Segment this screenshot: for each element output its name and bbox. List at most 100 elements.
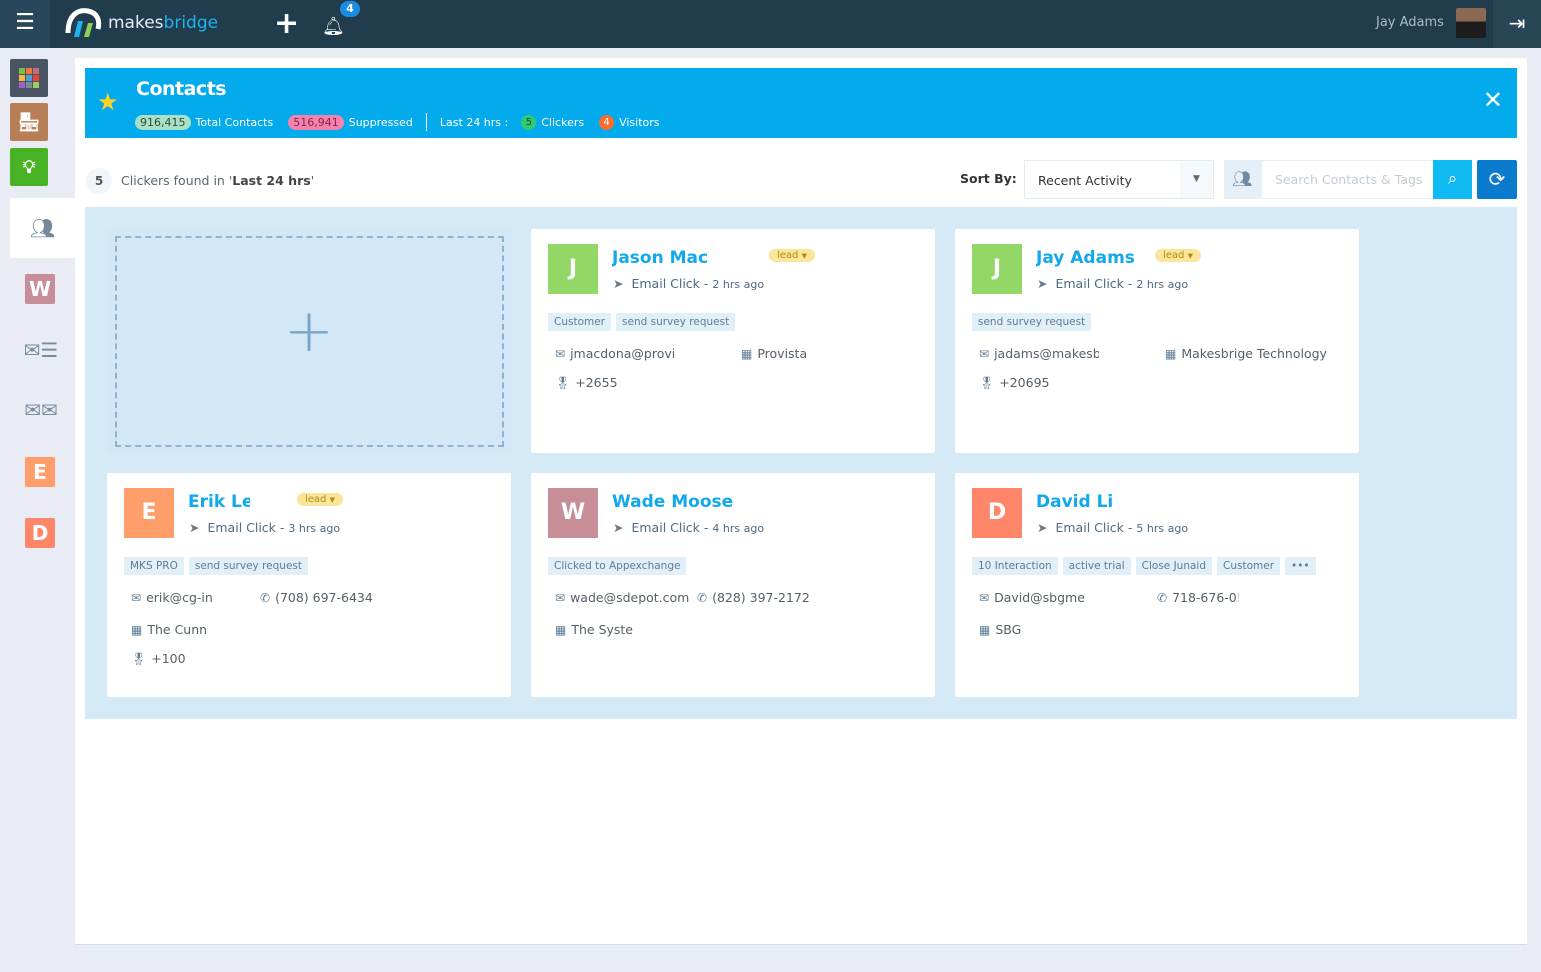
add-contact-card[interactable]: +: [107, 229, 511, 453]
building-icon: ▦: [555, 623, 567, 637]
visitors-label[interactable]: Visitors: [619, 115, 660, 129]
tag[interactable]: send survey request: [972, 313, 1092, 331]
contact-card[interactable]: J Jay Adams lead ▼ ➤ Email Click - 2 hrs ag…: [955, 229, 1359, 453]
refresh-list-icon: ⟳: [1488, 167, 1506, 191]
tag[interactable]: Clicked to Appexchange: [548, 557, 687, 575]
notification-badge[interactable]: 4: [340, 1, 360, 17]
contact-card[interactable]: W Wade Moose ➤ Email Click - 4 hrs ago Cli…: [531, 473, 935, 697]
contact-avatar: J: [548, 244, 598, 294]
cursor-icon: ➤: [1037, 520, 1048, 535]
contact-phone[interactable]: ✆ (708) 697-6434: [260, 590, 390, 605]
building-icon: ▦: [979, 623, 991, 637]
makesbridge-logo[interactable]: makesbridge: [64, 7, 218, 39]
result-count: 5: [86, 168, 112, 194]
medal-icon: 🎖︎: [131, 652, 147, 666]
lead-status-dropdown[interactable]: lead ▼: [297, 493, 343, 506]
activity-type: Email Click -: [207, 520, 289, 535]
contact-name[interactable]: Wade Moose: [612, 492, 734, 512]
sort-value: Recent Activity: [1038, 173, 1132, 188]
envelope-icon: ✉: [979, 591, 990, 605]
user-name[interactable]: Jay Adams: [1376, 15, 1444, 30]
tag-list: Customer send survey request: [548, 313, 736, 331]
bell-icon[interactable]: 🔔︎: [322, 16, 345, 37]
sidebar-item-store[interactable]: 🏪︎: [10, 103, 48, 141]
star-icon[interactable]: ★: [97, 88, 119, 116]
group-users-icon[interactable]: 👥︎: [1232, 169, 1253, 188]
activity-time: 5 hrs ago: [1136, 522, 1189, 535]
add-icon[interactable]: +: [274, 6, 300, 41]
company-text: The Cunn: [147, 622, 208, 637]
tag[interactable]: •••: [1285, 557, 1316, 575]
contact-email[interactable]: ✉ jmacdona@provi:: [555, 346, 675, 361]
suppressed-label[interactable]: Suppressed: [348, 115, 413, 129]
tag[interactable]: active trial: [1062, 557, 1131, 575]
contact-company: ▦ Provista: [741, 346, 807, 361]
contact-card[interactable]: E Erik Lea lead ▼ ➤ Email Click - 3 hrs ago…: [107, 473, 511, 697]
medal-icon: 🎖︎: [555, 376, 571, 390]
total-contacts-count: 916,415: [135, 114, 191, 130]
tag-list: MKS PRO send survey request: [124, 557, 309, 575]
tag[interactable]: MKS PRO: [124, 557, 184, 575]
sidebar-item-w[interactable]: W: [25, 274, 55, 304]
contact-email[interactable]: ✉ erik@cg-in: [131, 590, 251, 605]
contact-card[interactable]: J Jason Mac lead ▼ ➤ Email Click - 2 hrs ag…: [531, 229, 935, 453]
phone-icon: ✆: [1157, 591, 1168, 605]
company-text: SBG: [995, 622, 1022, 637]
contact-name[interactable]: Jason Mac: [612, 248, 709, 268]
email-text: David@sbgmе: [994, 590, 1085, 605]
cursor-icon: ➤: [189, 520, 200, 535]
contact-email[interactable]: ✉ jadams@makesbridge.com: [979, 346, 1099, 361]
tag[interactable]: Customer: [1217, 557, 1281, 575]
contact-name[interactable]: David Li: [1036, 492, 1114, 512]
contact-email[interactable]: ✉ wade@sdepot.com: [555, 590, 695, 605]
apps-grid-icon: [19, 68, 39, 88]
caret-down-icon: ▼: [1187, 252, 1193, 260]
close-icon[interactable]: ✕: [1482, 86, 1503, 114]
lead-label: lead: [777, 250, 799, 261]
contact-name[interactable]: Jay Adams: [1036, 248, 1135, 268]
last-activity: ➤ Email Click - 2 hrs ago: [613, 276, 764, 291]
contact-phone[interactable]: ✆ (828) 397-2172: [697, 590, 827, 605]
brand-part: makes: [108, 13, 164, 33]
sidebar-item-email-list[interactable]: ✉☰: [22, 331, 60, 369]
activity-time: 4 hrs ago: [712, 522, 765, 535]
sidebar-item-ideas-lab[interactable]: 💡︎: [10, 148, 48, 186]
tag[interactable]: send survey request: [188, 557, 309, 575]
sidebar-item-apps[interactable]: [10, 59, 48, 97]
tag[interactable]: Close Junaid: [1135, 557, 1213, 575]
tag-list: send survey request: [972, 313, 1092, 331]
sort-select[interactable]: Recent Activity ▼: [1024, 160, 1214, 199]
hamburger-menu-icon[interactable]: ☰: [0, 0, 50, 48]
tag[interactable]: 10 Interaction: [972, 557, 1058, 575]
tag[interactable]: Customer: [548, 313, 612, 331]
envelope-icon: ✉: [131, 591, 142, 605]
score-text: +20695: [999, 375, 1050, 390]
tag[interactable]: send survey request: [616, 313, 736, 331]
logout-icon[interactable]: ⇥: [1493, 0, 1541, 48]
lead-status-dropdown[interactable]: lead ▼: [1155, 249, 1201, 262]
search-button[interactable]: ⌕: [1433, 160, 1472, 199]
envelopes-icon: ✉✉: [24, 398, 58, 422]
lead-status-dropdown[interactable]: lead ▼: [769, 249, 815, 262]
refresh-button[interactable]: ⟳: [1477, 160, 1517, 199]
contact-company: ▦ The Cunn: [131, 622, 207, 637]
tag-list: Clicked to Appexchange: [548, 557, 687, 575]
search-input[interactable]: [1262, 161, 1433, 198]
contact-name[interactable]: Erik Lea: [188, 492, 250, 512]
contact-card[interactable]: D David Li ➤ Email Click - 5 hrs ago 10 In…: [955, 473, 1359, 697]
lightbulb-flask-icon: 💡︎: [22, 156, 36, 178]
contact-phone[interactable]: ✆ 718-676-0!: [1157, 590, 1239, 605]
last-activity: ➤ Email Click - 3 hrs ago: [189, 520, 340, 535]
user-avatar[interactable]: [1456, 8, 1486, 38]
total-contacts-label[interactable]: Total Contacts: [195, 115, 274, 129]
sidebar-item-d[interactable]: D: [25, 518, 55, 548]
sidebar-item-e[interactable]: E: [25, 457, 55, 487]
sidebar-item-contacts[interactable]: 👥︎: [10, 198, 75, 258]
contact-email[interactable]: ✉ David@sbgmе: [979, 590, 1099, 605]
clickers-label[interactable]: Clickers: [541, 115, 585, 129]
logo-mark-icon: [65, 8, 102, 37]
contact-company: ▦ The Syste: [555, 622, 633, 637]
sidebar-item-email-campaigns[interactable]: ✉✉: [22, 391, 60, 429]
results-summary: Clickers found in 'Last 24 hrs': [121, 173, 314, 188]
contacts-board: + J Jason Mac lead ▼ ➤ Email Click - 2 hrs …: [85, 207, 1517, 719]
